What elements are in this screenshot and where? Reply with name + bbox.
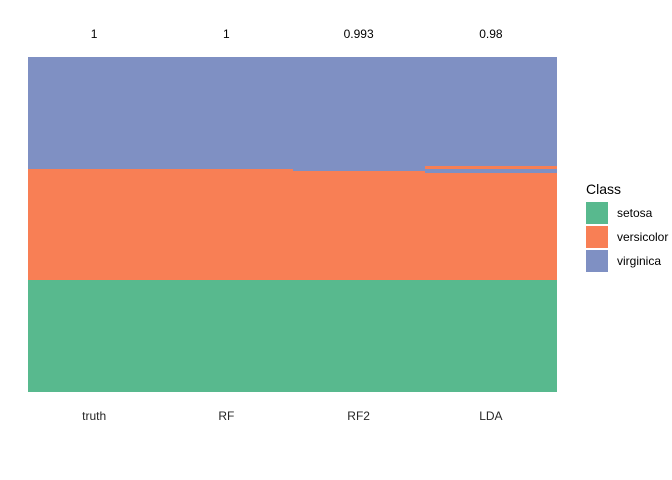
segment-virginica: [292, 57, 425, 171]
segment-setosa: [424, 280, 557, 392]
accuracy-label-RF: 1: [223, 27, 230, 41]
column-LDA: [424, 57, 557, 392]
legend-label-setosa: setosa: [617, 206, 653, 220]
accuracy-labels-row: 1 1 0.993 0.98: [28, 27, 557, 41]
legend-swatch-setosa: [586, 202, 608, 224]
segment-versicolor: [292, 170, 425, 281]
column-truth: [28, 57, 161, 392]
accuracy-label-truth: 1: [90, 27, 98, 41]
legend-entry-setosa: setosa: [586, 201, 668, 225]
segment-versicolor: [28, 168, 161, 281]
x-axis-label-RF2: RF2: [347, 409, 370, 423]
legend-swatch-versicolor: [586, 226, 608, 248]
x-axis-labels-row: truth RF RF2 LDA: [28, 409, 557, 423]
column-RF: [160, 57, 293, 392]
segment-setosa: [160, 280, 293, 392]
segment-versicolor: [424, 166, 557, 169]
legend-entry-virginica: virginica: [586, 249, 668, 273]
segment-setosa: [28, 280, 161, 392]
segment-virginica: [424, 57, 557, 167]
segment-setosa: [292, 280, 425, 392]
segment-versicolor: [160, 168, 293, 281]
legend-entry-versicolor: versicolor: [586, 225, 668, 249]
legend-title: Class: [586, 181, 622, 197]
legend: Class setosa versicolor virginica: [586, 181, 668, 273]
x-axis-label-RF: RF: [218, 409, 235, 423]
x-axis-label-truth: truth: [82, 409, 107, 423]
x-axis-label-LDA: LDA: [479, 409, 503, 423]
segment-versicolor: [424, 173, 557, 281]
legend-swatch-virginica: [586, 250, 608, 272]
legend-label-virginica: virginica: [617, 254, 662, 268]
accuracy-label-LDA: 0.98: [479, 27, 503, 41]
column-RF2: [292, 57, 425, 392]
legend-label-versicolor: versicolor: [617, 230, 669, 244]
legend-entries: setosa versicolor virginica: [586, 201, 668, 273]
segment-virginica: [28, 57, 161, 169]
segment-virginica: [160, 57, 293, 169]
accuracy-label-RF2: 0.993: [343, 27, 374, 41]
segment-virginica: [424, 168, 557, 174]
plot-panel: [28, 57, 557, 392]
